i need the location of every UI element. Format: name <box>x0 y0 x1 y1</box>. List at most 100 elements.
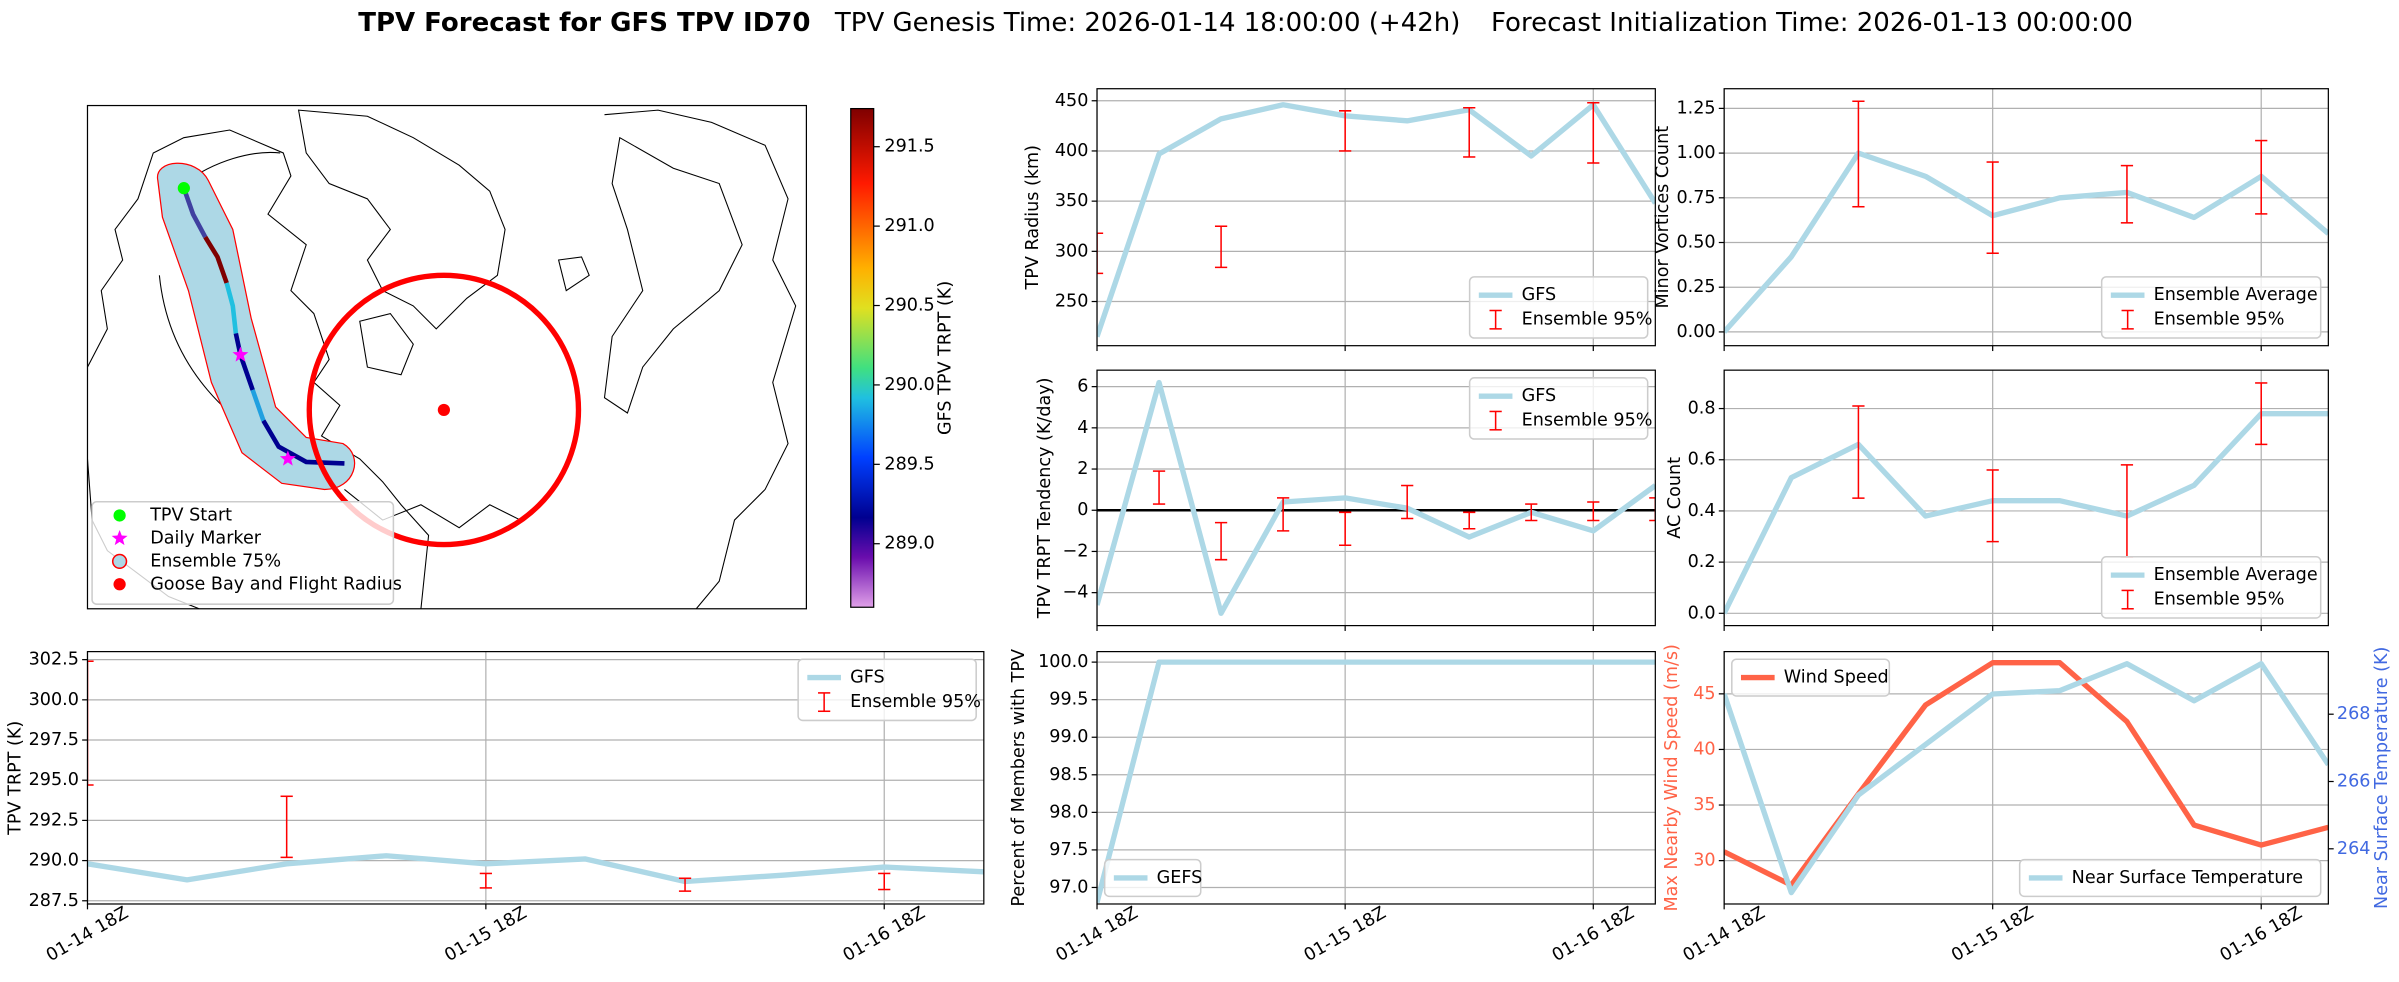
y-tick-label: 268 <box>2337 704 2371 724</box>
y-tick-label: 1.25 <box>1676 98 1715 118</box>
track-segment <box>181 187 208 239</box>
y-tick-label: 97.5 <box>1049 840 1088 860</box>
axes-frame <box>1096 88 1656 347</box>
y-tick-label: 0.75 <box>1676 188 1715 208</box>
legend-box <box>2100 276 2322 339</box>
error-bar <box>1649 497 1656 522</box>
track <box>181 187 345 466</box>
error-bar <box>1852 405 1865 499</box>
y2-axis-label: Near Surface Temperature (K) <box>2372 647 2392 909</box>
error-bar <box>1852 100 1865 208</box>
legend-label: Ensemble 75% <box>150 551 281 571</box>
colorbar <box>850 107 875 608</box>
colorbar-label: GFS TPV TRPT (K) <box>936 281 956 435</box>
legend-box <box>91 500 395 605</box>
error-bar <box>1401 484 1414 520</box>
legend: Near Surface Temperature <box>2018 858 2322 898</box>
y-tick-label: 99.0 <box>1049 727 1088 747</box>
map-legend: TPV Start Daily Marker Ensemble 75% Goos… <box>91 500 402 605</box>
flight-radius <box>306 272 582 548</box>
coastline <box>604 109 797 609</box>
y-tick-label: 100.0 <box>1038 652 1088 672</box>
y-axis-label: TPV TRPT (K) <box>6 721 26 836</box>
y-tick-label: 450 <box>1055 91 1089 111</box>
coastline <box>359 312 414 376</box>
x-tick-label: 01-16 18Z <box>840 903 929 966</box>
panel: −4 −2 0 2 4 6 TPV TRPT Tendency (K/day) GFS Ense… <box>1035 369 1656 631</box>
legend-label: GFS <box>850 668 885 688</box>
legend-label: Goose Bay and Flight Radius <box>150 574 402 594</box>
error-bar <box>1587 501 1600 522</box>
y-tick-label: 2 <box>1077 459 1088 479</box>
y-axis-label: Minor Vortices Count <box>1653 126 1673 309</box>
series-line <box>1097 379 1656 616</box>
error-bar <box>1152 470 1166 505</box>
error-bar <box>280 795 293 859</box>
y-tick-label: 266 <box>2337 772 2371 792</box>
title-init: Forecast Initialization Time: 2026-01-13… <box>1491 7 2133 37</box>
y-tick-label: 300.0 <box>29 690 79 710</box>
error-bar <box>1276 497 1290 532</box>
series-line <box>1097 102 1656 338</box>
y-tick-label: 0.8 <box>1688 399 1716 419</box>
legend: Ensemble Average Ensemble 95% <box>2100 556 2322 619</box>
figure-title: TPV Forecast for GFS TPV ID70 TPV Genesis… <box>358 7 2133 37</box>
y-tick-label: 6 <box>1077 377 1088 397</box>
error-bar <box>1525 503 1538 522</box>
y-axis-label: Percent of Members with TPV <box>1009 649 1029 907</box>
error-bar <box>479 872 492 889</box>
y-tick-label: −2 <box>1063 541 1089 561</box>
y-tick-label: 45 <box>1693 684 1715 704</box>
title-genesis: TPV Genesis Time: 2026-01-14 18:00:00 (+… <box>834 7 1460 37</box>
plot-area <box>1097 102 1656 338</box>
axes-frame <box>1723 88 2329 347</box>
track-segment <box>261 419 345 466</box>
error-bar <box>1339 110 1352 152</box>
y-tick-label: 35 <box>1693 795 1715 815</box>
series-line <box>1724 150 2329 334</box>
y-tick-label: 0 <box>1077 500 1088 520</box>
x-tick-label: 01-16 18Z <box>2217 903 2306 966</box>
coastline <box>297 109 506 330</box>
colorbar-tick-label: 291.0 <box>884 216 934 236</box>
colorbar-tick-label: 290.5 <box>884 296 934 316</box>
error-bar <box>1214 521 1228 561</box>
error-bar <box>87 660 94 786</box>
track-segment <box>224 282 239 334</box>
error-bar <box>1463 107 1476 158</box>
legend-box <box>2018 858 2322 898</box>
error-bar <box>878 872 891 891</box>
error-bar <box>1097 232 1104 275</box>
axes-frame <box>1723 369 2329 627</box>
error-bar <box>1986 161 1999 255</box>
legend-box <box>1468 276 1649 339</box>
colorbar-tick-label: 289.5 <box>884 454 934 474</box>
panel: 250 300 350 400 450 TPV Radius (km) GFS Ensembl… <box>1023 88 1656 352</box>
plot-area <box>1724 382 2329 615</box>
legend-box <box>1103 858 1202 898</box>
y-axis-label: AC Count <box>1665 457 1685 539</box>
error-bar <box>2255 139 2268 215</box>
error-bar <box>1339 511 1352 547</box>
y-tick-label: 290.0 <box>29 851 79 871</box>
legend-label: Ensemble 95% <box>1522 411 1653 431</box>
legend-marker <box>113 578 126 591</box>
map-content <box>87 109 797 609</box>
y-axis-label: TPV Radius (km) <box>1023 145 1043 291</box>
axes-frame <box>1096 369 1656 627</box>
axes-frame <box>1096 650 1656 905</box>
series-line <box>1097 659 1656 904</box>
y-tick-label: 350 <box>1055 191 1089 211</box>
y-tick-label: 4 <box>1077 418 1088 438</box>
track-segment <box>250 389 266 422</box>
legend-label: Ensemble 95% <box>2154 310 2285 330</box>
legend-label: GFS <box>1522 386 1557 406</box>
error-bar <box>678 877 692 892</box>
legend-label: Near Surface Temperature <box>2072 868 2303 888</box>
y-tick-label: 297.5 <box>29 730 79 750</box>
plot-area <box>1097 379 1656 616</box>
panel: 01-14 18Z 01-15 18Z 01-16 18Z 287.5 290.0 292… <box>6 650 985 966</box>
x-tick-label: 01-15 18Z <box>1948 903 2037 966</box>
